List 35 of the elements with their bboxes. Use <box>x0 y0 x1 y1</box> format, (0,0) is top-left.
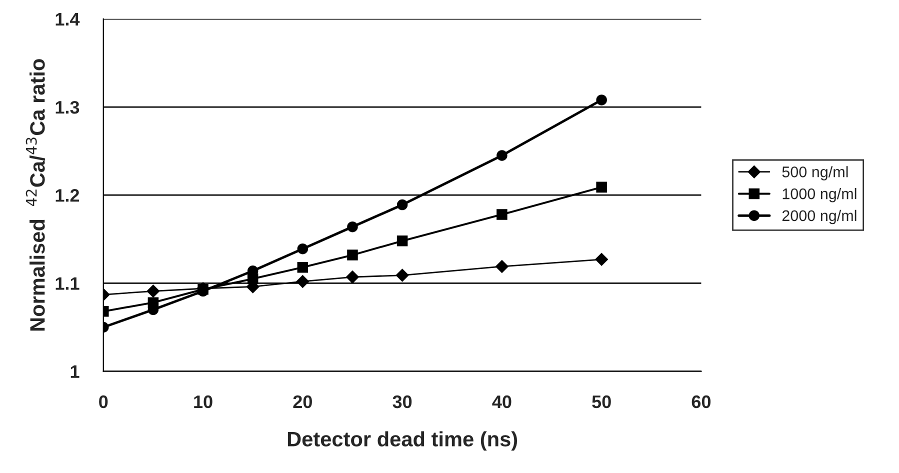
legend-label: 2000 ng/ml <box>782 210 856 224</box>
x-tick-label: 40 <box>492 395 512 408</box>
point <box>347 221 358 232</box>
point <box>396 268 409 282</box>
point <box>396 199 408 210</box>
point <box>347 250 358 260</box>
y-tick-label: 1.2 <box>56 189 80 202</box>
y-tick-label: 1.4 <box>56 13 80 26</box>
y-tick-label: 1.3 <box>56 100 80 114</box>
point <box>296 275 310 288</box>
point <box>297 262 308 273</box>
point <box>247 273 258 284</box>
point <box>596 94 607 106</box>
x-tick-label: 60 <box>692 395 711 408</box>
y-axis-title: Normalised $^{42}$Ca/$^{43}$Ca ratio <box>26 59 46 331</box>
x-tick-label: 20 <box>293 395 312 408</box>
x-tick-label: 50 <box>592 395 611 408</box>
x-tick-label: 30 <box>392 395 412 408</box>
point <box>496 209 508 220</box>
y-tick-label: 1 <box>70 365 80 378</box>
point <box>396 236 408 246</box>
point <box>346 270 359 284</box>
point <box>496 150 508 161</box>
point <box>596 182 607 193</box>
point <box>496 260 508 273</box>
point <box>148 297 159 308</box>
legend-label: 1000 ng/ml <box>782 188 856 202</box>
x-axis-title: Detector dead time (ns) <box>288 431 518 451</box>
x-tick-label: 10 <box>194 395 212 408</box>
x-tick-label: 0 <box>99 395 108 408</box>
legend-label: 500 ng/ml <box>782 166 848 180</box>
point <box>595 253 608 266</box>
point <box>146 284 160 298</box>
y-tick-label: 1.1 <box>56 277 80 290</box>
point <box>297 243 308 254</box>
